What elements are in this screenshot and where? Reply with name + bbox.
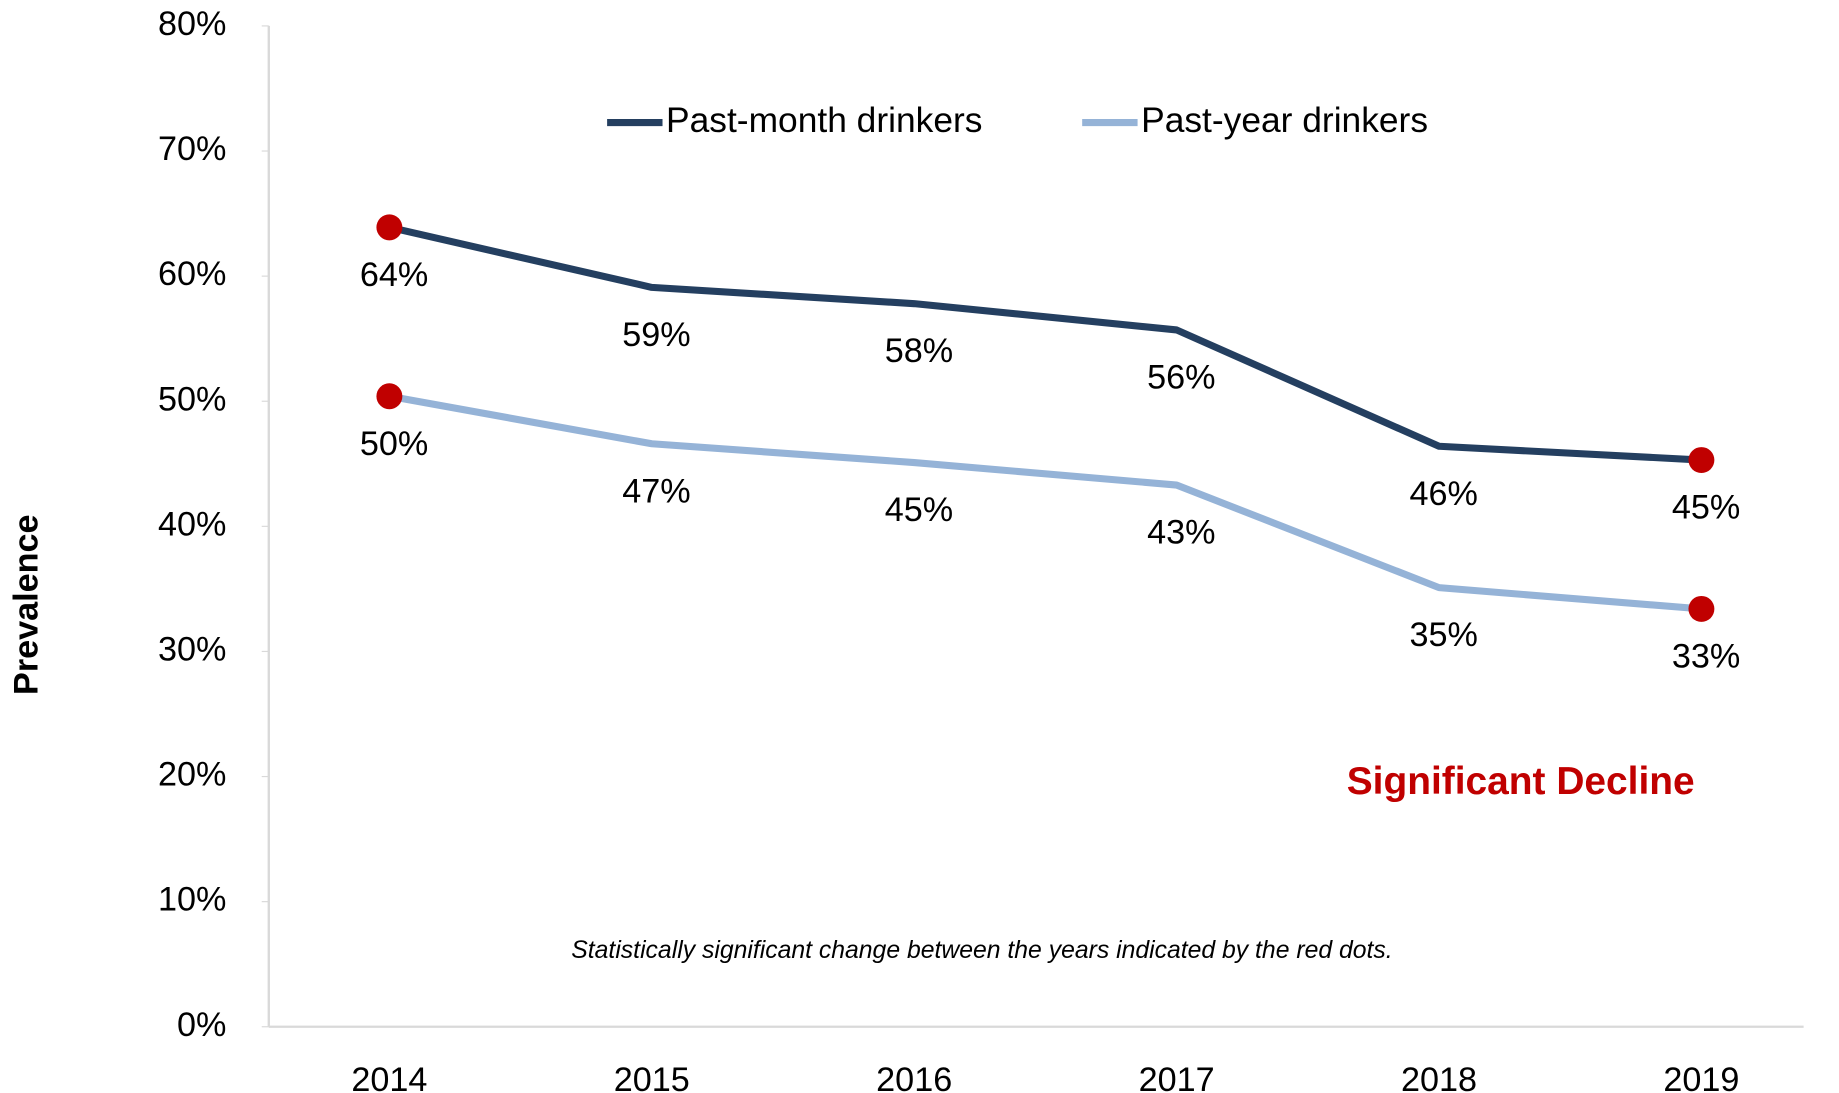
data-label: 47%	[622, 472, 690, 510]
y-tick-label: 80%	[158, 5, 226, 43]
significance-dot	[1688, 595, 1715, 622]
series-line	[388, 392, 1702, 613]
legend-label: Past-year drinkers	[1141, 101, 1428, 140]
x-tick-label: 2018	[1401, 1061, 1477, 1093]
data-label: 59%	[622, 316, 690, 354]
data-label: 43%	[1147, 514, 1215, 552]
significance-dot	[376, 214, 403, 241]
y-tick-label: 10%	[158, 881, 226, 919]
data-label: 33%	[1672, 637, 1740, 675]
legend-label: Past-month drinkers	[666, 101, 982, 140]
data-label: 45%	[885, 491, 953, 529]
x-tick-label: 2017	[1139, 1061, 1215, 1093]
x-tick-label: 2019	[1663, 1061, 1739, 1093]
y-tick-label: 60%	[158, 255, 226, 293]
x-tick-label: 2016	[876, 1061, 952, 1093]
data-label: 56%	[1147, 358, 1215, 396]
data-label: 45%	[1672, 489, 1740, 527]
data-label: 64%	[360, 256, 428, 294]
y-tick-label: 40%	[158, 505, 226, 543]
x-tick-label: 2015	[614, 1061, 690, 1093]
y-tick-label: 50%	[158, 380, 226, 418]
significance-dot	[1688, 447, 1715, 474]
data-label: 46%	[1410, 475, 1478, 513]
y-tick-label: 30%	[158, 630, 226, 668]
annotation: Significant Decline	[1347, 760, 1695, 803]
x-tick-label: 2014	[351, 1061, 427, 1093]
y-tick-label: 70%	[158, 130, 226, 168]
series-line	[388, 223, 1702, 464]
data-label: 50%	[360, 425, 428, 463]
footnote: Statistically significant change between…	[571, 937, 1392, 964]
data-label: 58%	[885, 332, 953, 370]
data-label: 35%	[1410, 616, 1478, 654]
significance-dot	[376, 383, 403, 410]
y-tick-label: 20%	[158, 756, 226, 794]
y-axis-label: Prevalence	[7, 514, 45, 695]
y-tick-label: 0%	[177, 1006, 226, 1044]
